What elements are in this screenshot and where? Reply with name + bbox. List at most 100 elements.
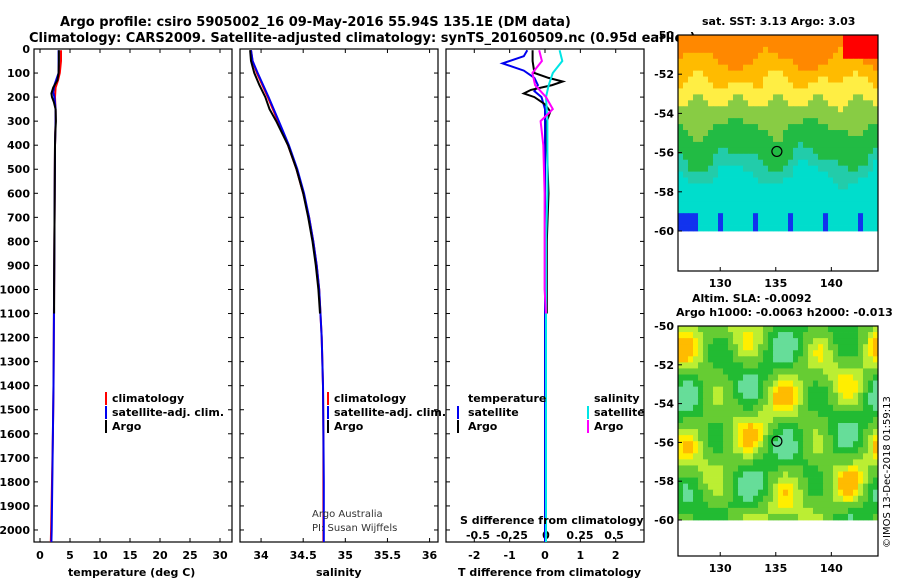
map-cell	[813, 489, 819, 497]
map-cell	[678, 100, 684, 107]
map-cell	[773, 82, 779, 89]
map-cell	[703, 112, 709, 119]
map-cell	[838, 201, 844, 208]
map-cell	[833, 507, 839, 515]
map-cell	[863, 368, 869, 375]
map-cell	[758, 404, 764, 412]
map-cell	[728, 213, 734, 220]
map-cell	[808, 153, 814, 161]
map-cell	[768, 225, 774, 232]
map-cell	[778, 465, 784, 472]
map-cell	[738, 374, 744, 381]
map-cell	[743, 477, 749, 485]
map-cell	[703, 459, 709, 466]
map-cell	[733, 147, 739, 155]
map-cell	[873, 52, 879, 60]
map-cell	[693, 130, 699, 137]
map-cell	[833, 392, 839, 400]
map-cell	[803, 82, 809, 89]
map-cell	[863, 410, 869, 418]
map-cell	[748, 495, 754, 503]
map-cell	[733, 118, 739, 125]
map-cell	[798, 70, 804, 77]
map-cell	[843, 177, 849, 184]
map-cell	[688, 58, 694, 66]
map-cell	[713, 201, 719, 208]
map-cell	[713, 130, 719, 137]
map-cell	[693, 429, 699, 436]
map-cell	[723, 225, 729, 232]
map-cell	[808, 386, 814, 394]
map-cell	[723, 501, 729, 509]
map-cell	[838, 88, 844, 95]
map-cell	[703, 35, 709, 42]
map-cell	[843, 477, 849, 485]
map-cell	[798, 207, 804, 214]
map-cell	[803, 165, 809, 173]
map-cell	[858, 380, 864, 388]
map-cell	[723, 459, 729, 466]
map-cell	[813, 368, 819, 375]
map-cell	[773, 141, 779, 149]
map-cell	[808, 201, 814, 208]
map-cell	[778, 495, 784, 503]
map-cell	[813, 350, 819, 357]
map-cell	[858, 147, 864, 155]
map-cell	[713, 465, 719, 472]
map-cell	[683, 94, 689, 101]
map-cell	[853, 201, 859, 208]
lat-tick-label: -50	[654, 29, 674, 42]
map-cell	[818, 501, 824, 509]
map-cell	[823, 429, 829, 436]
map-cell	[843, 416, 849, 424]
map-cell	[828, 141, 834, 149]
series-line-argo	[249, 50, 321, 314]
map-cell	[773, 459, 779, 466]
map-cell	[808, 195, 814, 202]
map-cell	[698, 147, 704, 155]
map-cell	[768, 124, 774, 131]
map-cell	[833, 76, 839, 83]
map-cell	[678, 513, 684, 521]
map-cell	[743, 213, 749, 220]
map-cell	[693, 465, 699, 472]
map-cell	[708, 429, 714, 436]
map-cell	[743, 350, 749, 357]
map-cell	[848, 398, 854, 406]
map-cell	[798, 124, 804, 131]
map-cell	[873, 112, 879, 119]
map-cell	[828, 453, 834, 460]
map-cell	[763, 513, 769, 521]
map-cell	[838, 165, 844, 173]
map-cell	[783, 201, 789, 208]
map-cell	[858, 477, 864, 485]
map-cell	[743, 362, 749, 369]
map-cell	[728, 225, 734, 232]
map-cell	[818, 70, 824, 77]
map-cell	[828, 332, 834, 339]
map-cell	[758, 112, 764, 119]
map-cell	[783, 88, 789, 95]
map-cell	[838, 380, 844, 388]
map-cell	[768, 94, 774, 101]
map-cell	[793, 189, 799, 196]
map-cell	[798, 459, 804, 466]
map-cell	[748, 40, 754, 48]
map-cell	[778, 350, 784, 357]
map-cell	[793, 94, 799, 101]
map-cell	[823, 471, 829, 478]
map-cell	[703, 513, 709, 521]
map-cell	[708, 362, 714, 369]
map-cell	[763, 429, 769, 436]
map-cell	[708, 76, 714, 83]
map-cell	[728, 398, 734, 406]
map-cell	[678, 165, 684, 173]
map-cell	[703, 225, 709, 232]
map-cell	[858, 195, 864, 202]
map-cell	[858, 112, 864, 119]
map-cell	[688, 159, 694, 167]
map-cell	[873, 429, 879, 436]
map-cell	[693, 513, 699, 521]
map-cell	[758, 201, 764, 208]
map-cell	[788, 165, 794, 173]
